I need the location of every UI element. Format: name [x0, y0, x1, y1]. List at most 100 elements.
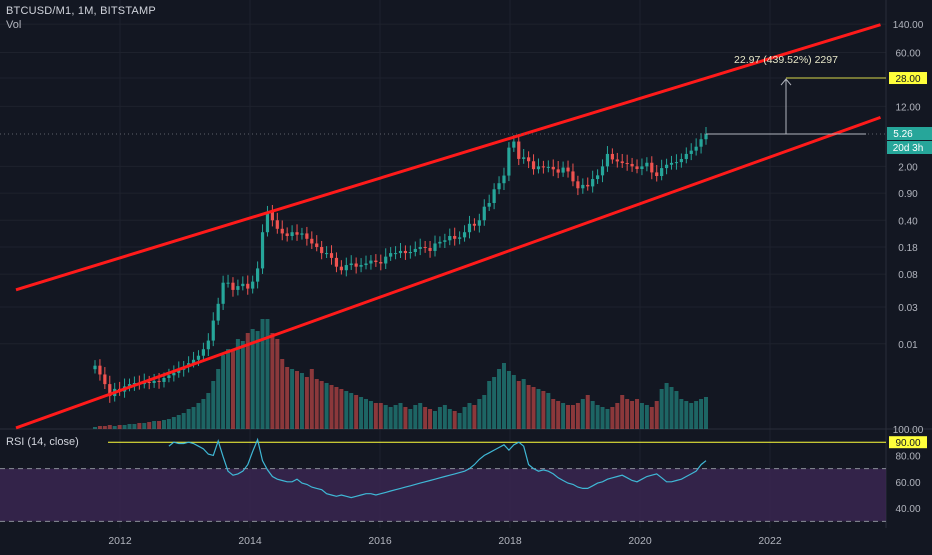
candle[interactable]	[251, 281, 255, 289]
candle[interactable]	[512, 141, 516, 148]
candle[interactable]	[315, 243, 319, 248]
candle[interactable]	[256, 268, 260, 282]
candle[interactable]	[418, 247, 422, 249]
candle[interactable]	[201, 349, 206, 356]
candle[interactable]	[320, 247, 324, 254]
candle[interactable]	[265, 211, 270, 233]
candle[interactable]	[398, 250, 403, 254]
candle[interactable]	[571, 171, 575, 182]
candle[interactable]	[704, 134, 708, 140]
candle[interactable]	[507, 147, 511, 176]
candle[interactable]	[231, 282, 235, 290]
rsi-line[interactable]	[168, 437, 707, 499]
candle[interactable]	[162, 377, 166, 382]
candle[interactable]	[645, 162, 649, 167]
candle[interactable]	[191, 359, 196, 364]
channel-upper-line[interactable]	[15, 23, 881, 292]
channel-lower-line[interactable]	[15, 115, 882, 430]
candle[interactable]	[531, 161, 536, 170]
candle[interactable]	[576, 181, 580, 189]
candle[interactable]	[157, 380, 161, 382]
candle[interactable]	[216, 303, 220, 321]
candle[interactable]	[177, 369, 181, 373]
candle[interactable]	[462, 232, 467, 238]
candle[interactable]	[635, 166, 639, 169]
candle[interactable]	[300, 233, 304, 235]
candle[interactable]	[581, 184, 585, 189]
candle[interactable]	[389, 253, 393, 257]
candle[interactable]	[492, 189, 496, 203]
candle[interactable]	[132, 383, 137, 385]
candle[interactable]	[241, 283, 245, 287]
candle[interactable]	[620, 161, 624, 164]
candle[interactable]	[423, 247, 427, 249]
candle[interactable]	[98, 365, 102, 375]
candle[interactable]	[147, 381, 151, 384]
candle[interactable]	[359, 265, 363, 267]
candle[interactable]	[556, 169, 560, 173]
candle[interactable]	[344, 265, 348, 271]
rsi-pane[interactable]	[0, 437, 886, 522]
candle[interactable]	[413, 248, 417, 253]
candle[interactable]	[226, 282, 230, 284]
rsi-label[interactable]: RSI (14, close)	[6, 436, 79, 448]
candle[interactable]	[339, 266, 343, 271]
candle[interactable]	[546, 166, 550, 168]
candle[interactable]	[403, 250, 408, 254]
candle[interactable]	[275, 220, 279, 229]
candle[interactable]	[664, 164, 669, 169]
candle[interactable]	[127, 384, 132, 387]
candle[interactable]	[408, 252, 412, 254]
candle[interactable]	[689, 150, 693, 154]
candle[interactable]	[472, 223, 477, 226]
candle[interactable]	[536, 166, 541, 170]
candle[interactable]	[586, 184, 590, 187]
candle[interactable]	[600, 166, 605, 176]
candle[interactable]	[605, 153, 610, 167]
candle[interactable]	[324, 253, 329, 255]
candle[interactable]	[660, 168, 664, 177]
candle[interactable]	[650, 162, 654, 173]
candle[interactable]	[699, 139, 703, 147]
price-axis[interactable]: 100.00 90.00 80.00 60.00 40.00 140.00 60.00 28.…	[887, 20, 932, 515]
candle[interactable]	[551, 166, 555, 170]
candle[interactable]	[527, 157, 531, 162]
candle[interactable]	[364, 263, 368, 266]
candle[interactable]	[610, 153, 614, 160]
candle[interactable]	[448, 236, 452, 241]
candle[interactable]	[497, 183, 501, 190]
candle[interactable]	[93, 365, 97, 370]
candle[interactable]	[541, 166, 545, 168]
candle[interactable]	[561, 167, 565, 173]
candle[interactable]	[591, 179, 595, 187]
candle[interactable]	[467, 223, 472, 233]
candle[interactable]	[669, 162, 674, 165]
symbol-title[interactable]: BTCUSD/M1, 1M, BITSTAMP	[6, 5, 156, 17]
time-axis[interactable]: 2012 2014 2016 2018 2020 2022	[108, 535, 782, 547]
candle[interactable]	[246, 283, 250, 289]
candle[interactable]	[285, 233, 289, 237]
candle[interactable]	[433, 243, 437, 251]
candle[interactable]	[290, 232, 294, 237]
candle[interactable]	[295, 232, 299, 235]
candle[interactable]	[280, 228, 284, 234]
candle[interactable]	[329, 253, 334, 258]
volume-label[interactable]: Vol	[6, 19, 22, 31]
candle[interactable]	[517, 141, 521, 159]
candle[interactable]	[443, 240, 447, 242]
candle[interactable]	[684, 153, 688, 160]
candle[interactable]	[379, 262, 383, 264]
candle[interactable]	[310, 238, 314, 244]
candle[interactable]	[221, 282, 225, 304]
candle[interactable]	[236, 286, 240, 290]
candle[interactable]	[305, 233, 309, 239]
candle[interactable]	[615, 159, 619, 162]
candle[interactable]	[108, 384, 112, 397]
candle[interactable]	[428, 247, 432, 251]
candle[interactable]	[477, 220, 481, 226]
candle[interactable]	[334, 257, 339, 267]
candle[interactable]	[458, 237, 462, 239]
candle[interactable]	[374, 260, 378, 263]
candle[interactable]	[655, 172, 659, 177]
